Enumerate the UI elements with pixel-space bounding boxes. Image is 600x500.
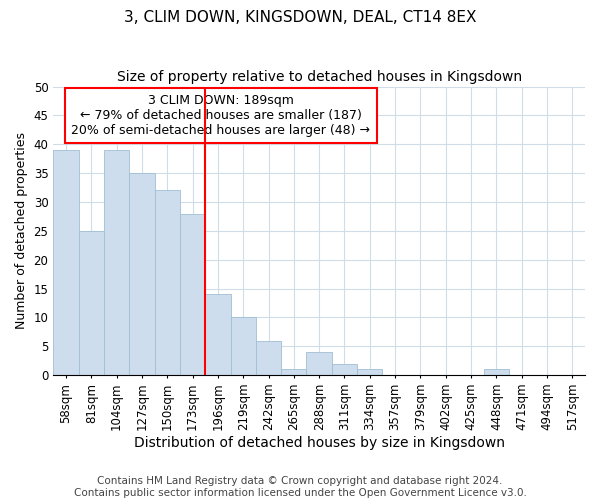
Bar bbox=[104, 150, 129, 375]
Bar bbox=[307, 352, 332, 375]
Bar bbox=[180, 214, 205, 375]
Bar bbox=[332, 364, 357, 375]
Bar bbox=[230, 318, 256, 375]
Text: 3, CLIM DOWN, KINGSDOWN, DEAL, CT14 8EX: 3, CLIM DOWN, KINGSDOWN, DEAL, CT14 8EX bbox=[124, 10, 476, 25]
Text: Contains HM Land Registry data © Crown copyright and database right 2024.
Contai: Contains HM Land Registry data © Crown c… bbox=[74, 476, 526, 498]
X-axis label: Distribution of detached houses by size in Kingsdown: Distribution of detached houses by size … bbox=[134, 436, 505, 450]
Bar bbox=[53, 150, 79, 375]
Bar bbox=[205, 294, 230, 375]
Title: Size of property relative to detached houses in Kingsdown: Size of property relative to detached ho… bbox=[116, 70, 522, 84]
Y-axis label: Number of detached properties: Number of detached properties bbox=[15, 132, 28, 330]
Bar bbox=[357, 370, 382, 375]
Text: 3 CLIM DOWN: 189sqm
← 79% of detached houses are smaller (187)
20% of semi-detac: 3 CLIM DOWN: 189sqm ← 79% of detached ho… bbox=[71, 94, 370, 137]
Bar bbox=[256, 340, 281, 375]
Bar bbox=[281, 370, 307, 375]
Bar bbox=[129, 173, 155, 375]
Bar bbox=[155, 190, 180, 375]
Bar bbox=[79, 231, 104, 375]
Bar bbox=[484, 370, 509, 375]
